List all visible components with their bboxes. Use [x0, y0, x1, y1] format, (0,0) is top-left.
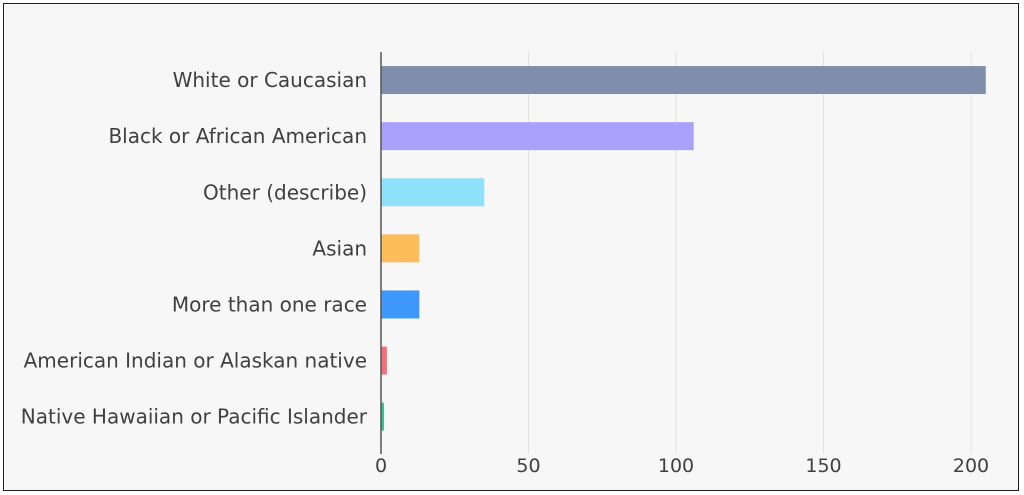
category-label: American Indian or Alaskan native — [24, 349, 367, 373]
bars — [381, 66, 986, 431]
category-label: Other (describe) — [203, 180, 367, 204]
x-tick-label: 150 — [805, 455, 841, 477]
bar — [381, 66, 986, 95]
x-tick-label: 50 — [516, 455, 540, 477]
x-tick-label: 0 — [375, 455, 387, 477]
gridlines — [528, 52, 972, 454]
category-label: More than one race — [172, 292, 367, 316]
x-tick-label: 100 — [658, 455, 694, 477]
category-label: Black or African American — [108, 124, 367, 148]
x-tick-label: 200 — [953, 455, 989, 477]
category-label: Native Hawaiian or Pacific Islander — [21, 405, 368, 429]
x-tick-labels: 0 50 100 150 200 — [375, 455, 989, 477]
category-label: Asian — [312, 236, 367, 260]
bar — [381, 402, 384, 431]
bar — [381, 290, 420, 319]
category-label: White or Caucasian — [173, 68, 367, 92]
bar — [381, 346, 387, 375]
category-labels: White or Caucasian Black or African Ameri… — [21, 68, 368, 429]
bar — [381, 122, 694, 151]
bar — [381, 178, 485, 207]
bar — [381, 234, 420, 263]
